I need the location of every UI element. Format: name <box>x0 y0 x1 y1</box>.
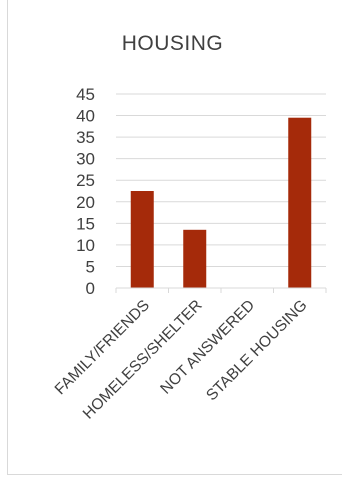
y-tick-label: 5 <box>86 257 95 276</box>
x-axis <box>115 287 327 293</box>
y-tick-label: 35 <box>76 128 95 147</box>
bar <box>183 229 207 288</box>
y-tick-label: 15 <box>76 214 95 233</box>
y-tick-label: 20 <box>76 193 95 212</box>
y-tick-label: 10 <box>76 236 95 255</box>
x-tick-label: FAMILY/FRIENDS <box>52 297 153 398</box>
bars <box>130 117 312 288</box>
y-tick-label: 40 <box>76 107 95 126</box>
y-tick-label: 25 <box>76 171 95 190</box>
y-axis-ticks: 0 5 10 15 20 25 30 35 40 45 <box>76 85 95 298</box>
bar <box>130 191 154 288</box>
y-tick-label: 0 <box>86 279 95 298</box>
y-tick-label: 30 <box>76 150 95 169</box>
x-tick-label: NOT ANSWERED <box>157 297 258 398</box>
x-tick-label: STABLE HOUSING <box>203 297 310 404</box>
chart-title: HOUSING <box>121 32 224 55</box>
chart-frame <box>7 0 342 475</box>
bar <box>288 117 312 288</box>
y-tick-label: 45 <box>76 85 95 104</box>
